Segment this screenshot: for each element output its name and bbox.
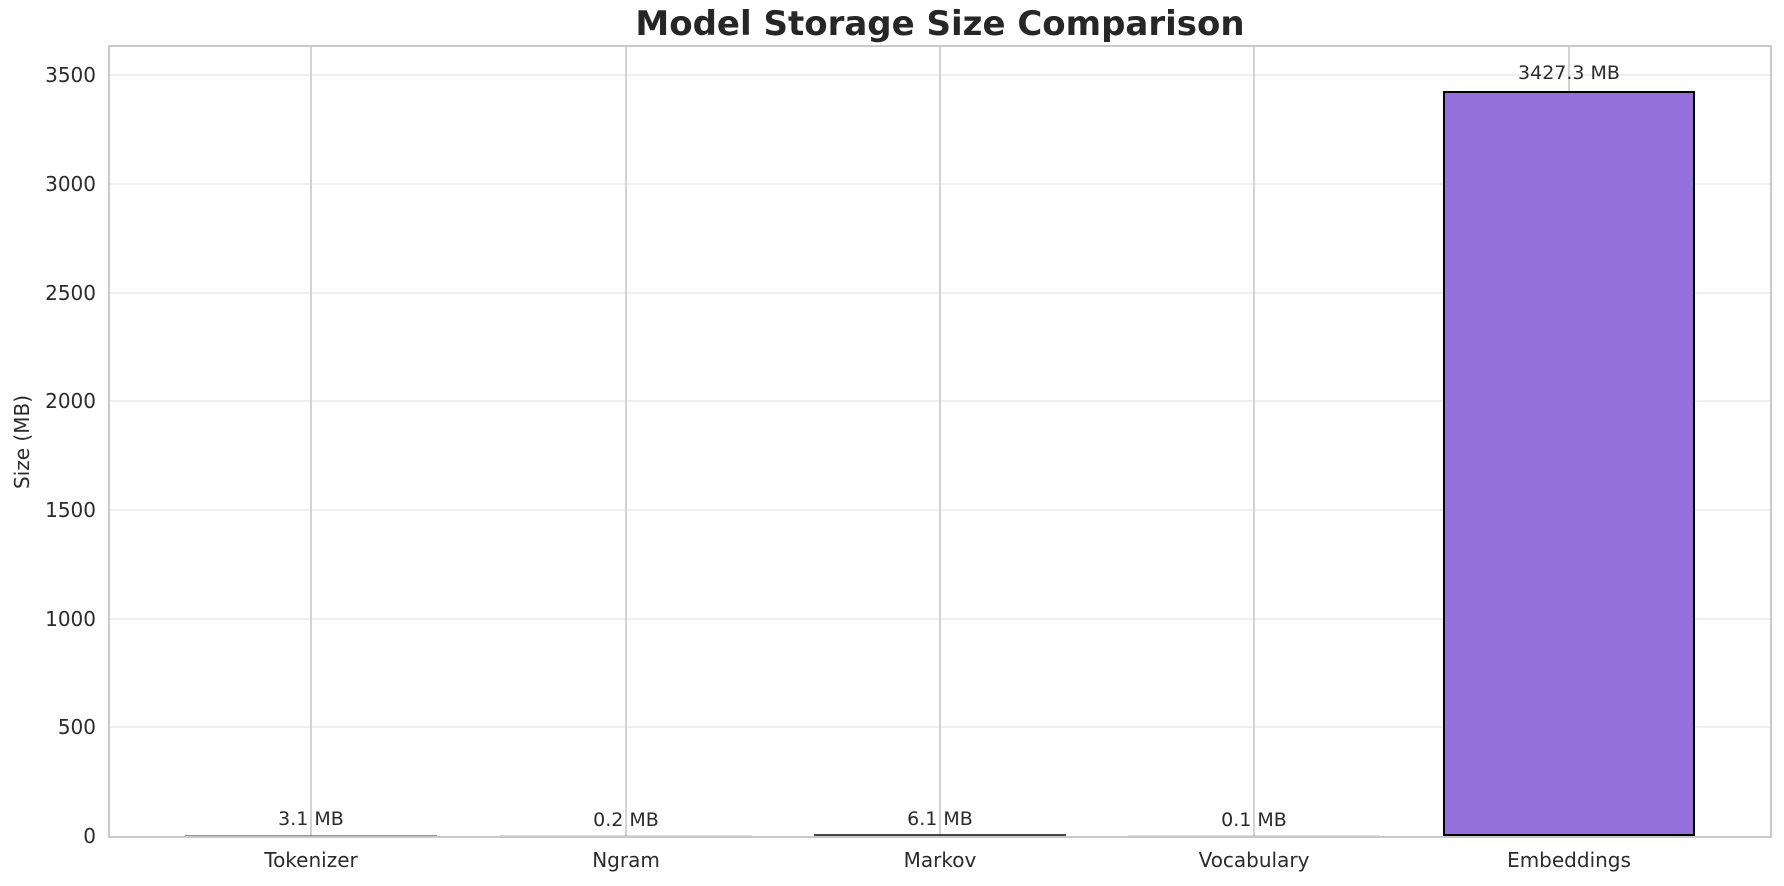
bar-value-label: 3.1 MB: [278, 808, 344, 830]
bar-value-label: 0.1 MB: [1221, 809, 1287, 831]
x-axis-tick-label: Ngram: [592, 848, 660, 872]
chart-title: Model Storage Size Comparison: [635, 4, 1245, 44]
y-axis-tick-label: 1000: [45, 607, 96, 631]
y-axis-tick-label: 0: [83, 824, 96, 848]
bar-value-label: 0.2 MB: [593, 809, 659, 831]
vertical-gridline: [939, 47, 941, 836]
y-axis-tick-label: 1500: [45, 498, 96, 522]
vertical-gridline: [625, 47, 627, 836]
vertical-gridline: [1253, 47, 1255, 836]
bar-value-label: 3427.3 MB: [1518, 62, 1620, 84]
y-axis-tick-label: 2500: [45, 281, 96, 305]
bar-tokenizer: [185, 835, 437, 836]
x-axis-tick-label: Markov: [903, 848, 977, 872]
x-axis-tick-label: Vocabulary: [1198, 848, 1310, 872]
vertical-gridline: [310, 47, 312, 836]
y-axis-tick-label: 500: [57, 715, 96, 739]
y-axis-tick-label: 3000: [45, 172, 96, 196]
bar-value-label: 6.1 MB: [907, 808, 973, 830]
plot-area: 3.1 MB 0.2 MB 6.1 MB 0.1 MB 3427.3 MB: [108, 45, 1772, 838]
x-axis-tick-label: Embeddings: [1507, 848, 1631, 872]
bar-ngram: [500, 835, 752, 836]
bar-markov: [814, 834, 1066, 836]
bar-embeddings: [1443, 91, 1695, 836]
bar-vocabulary: [1128, 835, 1380, 836]
y-axis-tick-label: 3500: [45, 63, 96, 87]
y-axis-tick-label: 2000: [45, 389, 96, 413]
x-axis-tick-label: Tokenizer: [264, 848, 358, 872]
